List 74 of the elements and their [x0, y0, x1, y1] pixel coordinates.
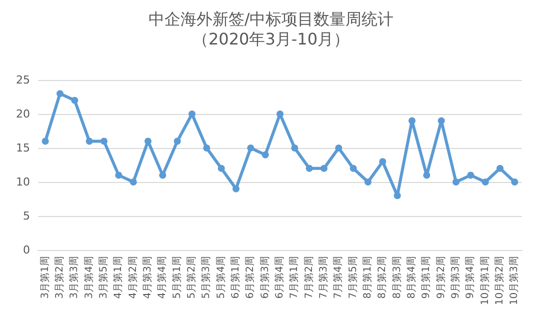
- x-tick-label: 7月第4周: [332, 256, 344, 299]
- x-tick-label: 4月第2周: [126, 256, 139, 299]
- y-tick-label: 10: [16, 176, 30, 188]
- x-tick-label: 3月第1周: [38, 256, 51, 299]
- x-tick-label: 10月第3周: [508, 256, 520, 306]
- x-tick-label: 8月第3周: [390, 256, 403, 299]
- point: [115, 172, 122, 179]
- x-tick-label: 6月第1周: [230, 256, 242, 299]
- point: [144, 138, 152, 145]
- point: [203, 144, 210, 152]
- point: [306, 164, 313, 172]
- x-tick-label: 7月第1周: [288, 256, 300, 299]
- point: [335, 144, 342, 152]
- point: [276, 110, 284, 118]
- x-tick-label: 3月第4周: [82, 256, 95, 299]
- x-tick-label: 6月第3周: [258, 256, 271, 299]
- x-tick-label: 9月第4周: [464, 256, 476, 299]
- point: [232, 185, 240, 192]
- x-tick-label: 8月第2周: [376, 256, 388, 299]
- x-tick-label: 5月第3周: [200, 256, 212, 299]
- y-tick-label: 5: [23, 210, 30, 222]
- x-tick-label: 9月第2周: [434, 256, 447, 299]
- point: [408, 117, 416, 124]
- x-tick-label: 7月第2周: [302, 256, 315, 299]
- y-tick-label: 15: [16, 142, 30, 154]
- x-tick-label: 7月第3周: [318, 256, 330, 299]
- x-tick-label: 4月第1周: [112, 256, 124, 299]
- point: [482, 178, 489, 186]
- point: [86, 138, 93, 145]
- point: [71, 96, 78, 104]
- point: [364, 178, 372, 186]
- chart-subtitle: （2020年3月-10月）: [192, 30, 350, 48]
- y-tick-label: 0: [23, 244, 30, 256]
- point: [467, 172, 474, 179]
- x-tick-label: 4月第3周: [142, 256, 154, 299]
- point: [130, 178, 137, 186]
- x-tick-label: 8月第4周: [406, 256, 418, 299]
- point: [100, 138, 108, 145]
- point: [496, 164, 504, 172]
- x-tick-label: 5月第2周: [186, 256, 198, 299]
- point: [56, 90, 64, 98]
- x-tick-label: 10月第1周: [478, 256, 491, 306]
- point: [188, 110, 196, 118]
- point: [452, 178, 460, 186]
- point: [320, 164, 328, 172]
- x-tick-label: 6月第4周: [274, 256, 286, 299]
- x-tick-label: 5月第1周: [170, 256, 183, 299]
- point: [174, 138, 181, 145]
- point: [262, 151, 269, 158]
- x-tick-label: 9月第1周: [420, 256, 432, 299]
- x-tick-label: 3月第3周: [68, 256, 80, 299]
- point: [379, 158, 386, 166]
- point: [350, 164, 357, 172]
- point: [438, 117, 445, 124]
- x-tick-label: 8月第1周: [362, 256, 374, 299]
- x-tick-label: 5月第4周: [214, 256, 227, 299]
- x-tick-label: 7月第5周: [346, 256, 359, 299]
- point: [42, 138, 49, 145]
- x-tick-label: 6月第2周: [244, 256, 256, 299]
- x-tick-label: 3月第5周: [98, 256, 110, 299]
- x-tick-label: 10月第2周: [494, 256, 506, 306]
- point: [511, 178, 518, 186]
- y-tick-label: 25: [16, 74, 30, 86]
- x-tick-label: 9月第3周: [450, 256, 462, 299]
- chart-title: 中企海外新签/中标项目数量周统计: [148, 10, 394, 28]
- point: [159, 172, 166, 179]
- point: [291, 144, 298, 152]
- point: [394, 192, 401, 200]
- point: [247, 144, 254, 152]
- point: [218, 164, 225, 172]
- x-tick-label: 4月第4周: [156, 256, 168, 299]
- y-tick-label: 20: [16, 108, 30, 120]
- x-tick-label: 3月第2周: [54, 256, 66, 299]
- point: [423, 172, 430, 179]
